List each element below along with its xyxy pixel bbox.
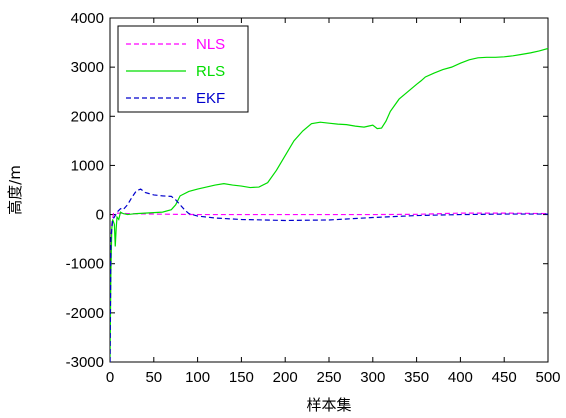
legend-label-rls: RLS [196,63,225,80]
x-tick-label: 250 [316,369,341,386]
series-line-nls [110,212,548,362]
y-tick-label: 3000 [71,59,104,76]
series-line-rls [110,47,548,362]
x-tick-label: 450 [492,369,517,386]
y-tick-label: -1000 [66,256,104,273]
series-line-ekf [110,188,548,362]
legend-box [117,25,249,113]
y-axis-label: 高度/m [6,165,24,215]
x-tick-label: 100 [185,369,210,386]
x-tick-label: 300 [360,369,385,386]
legend-label-ekf: EKF [196,90,225,107]
y-tick-label: -2000 [66,305,104,322]
x-tick-label: 400 [448,369,473,386]
y-tick-label: -3000 [66,354,104,371]
x-axis-ticks: 0 50 100 150 200 250 300 350 400 450 500 [106,18,561,386]
x-tick-label: 50 [145,369,162,386]
x-tick-label: 350 [404,369,429,386]
legend-label-nls: NLS [196,36,225,53]
y-tick-label: 1000 [71,157,104,174]
y-axis-ticks: -3000 -2000 -1000 0 1000 2000 3000 4000 [66,10,548,371]
x-tick-label: 150 [229,369,254,386]
x-tick-label: 200 [273,369,298,386]
y-tick-label: 0 [96,207,104,224]
x-axis-label: 样本集 [306,396,351,414]
x-tick-label: 0 [106,369,114,386]
y-tick-label: 4000 [71,10,104,27]
x-tick-label: 500 [535,369,560,386]
y-tick-label: 2000 [71,108,104,125]
legend: NLS RLS EKF [117,25,249,113]
series-layer [110,47,548,362]
